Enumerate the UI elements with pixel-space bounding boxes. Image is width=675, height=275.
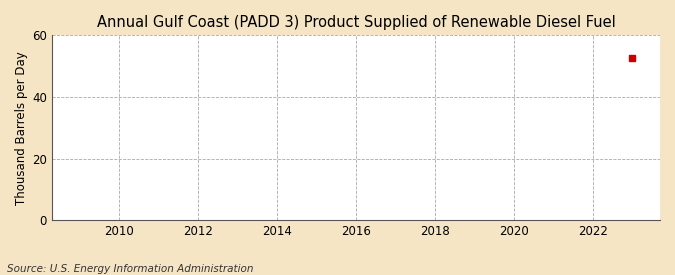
Text: Source: U.S. Energy Information Administration: Source: U.S. Energy Information Administ… <box>7 264 253 274</box>
Y-axis label: Thousand Barrels per Day: Thousand Barrels per Day <box>15 51 28 205</box>
Title: Annual Gulf Coast (PADD 3) Product Supplied of Renewable Diesel Fuel: Annual Gulf Coast (PADD 3) Product Suppl… <box>97 15 616 30</box>
